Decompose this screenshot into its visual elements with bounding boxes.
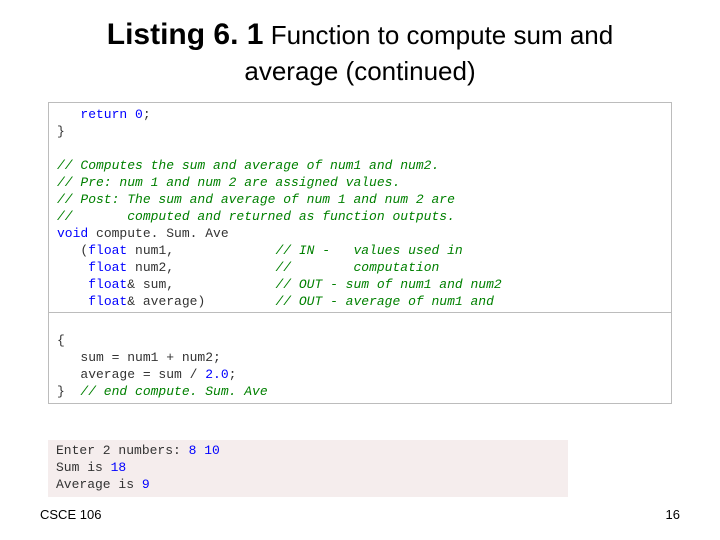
output-line: Average is 9: [56, 476, 560, 493]
output-line: Enter 2 numbers: 8 10: [56, 442, 560, 459]
slide-title: Listing 6. 1 Function to compute sum and…: [60, 18, 660, 87]
footer-course: CSCE 106: [40, 507, 101, 522]
code-line: sum = num1 + num2;: [49, 349, 671, 366]
code-line: }: [49, 123, 671, 140]
code-line: {: [49, 332, 671, 349]
code-line: // computed and returned as function out…: [49, 208, 671, 225]
code-line: void compute. Sum. Ave: [49, 225, 671, 242]
code-line: float num2, // computation: [49, 259, 671, 276]
listing-number: Listing 6. 1: [107, 18, 264, 51]
slide: Listing 6. 1 Function to compute sum and…: [0, 0, 720, 540]
code-line: return 0;: [49, 106, 671, 123]
program-output: Enter 2 numbers: 8 10 Sum is 18 Average …: [48, 440, 568, 497]
title-line1: Listing 6. 1 Function to compute sum and: [60, 18, 660, 52]
code-line: float& average) // OUT - average of num1…: [49, 293, 671, 310]
code-line: } // end compute. Sum. Ave: [49, 383, 671, 400]
code-line: // Pre: num 1 and num 2 are assigned val…: [49, 174, 671, 191]
title-rest: Function to compute sum and: [263, 20, 613, 50]
code-divider: [49, 312, 671, 313]
code-line: [49, 140, 671, 157]
code-line: average = sum / 2.0;: [49, 366, 671, 383]
code-listing: return 0; } // Computes the sum and aver…: [48, 102, 672, 404]
code-line: // Post: The sum and average of num 1 an…: [49, 191, 671, 208]
output-line: Sum is 18: [56, 459, 560, 476]
title-line2: average (continued): [60, 56, 660, 87]
code-line: float& sum, // OUT - sum of num1 and num…: [49, 276, 671, 293]
footer-page-number: 16: [666, 507, 680, 522]
code-line: // Computes the sum and average of num1 …: [49, 157, 671, 174]
code-line: [49, 315, 671, 332]
code-line: (float num1, // IN - values used in: [49, 242, 671, 259]
